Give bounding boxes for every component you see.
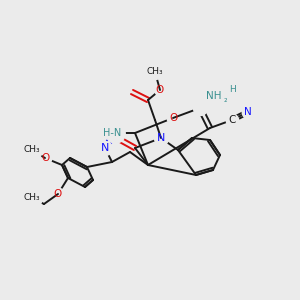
Text: CH₃: CH₃ xyxy=(24,146,40,154)
Text: O: O xyxy=(41,153,49,163)
Text: NH: NH xyxy=(206,91,222,101)
Text: N: N xyxy=(244,107,252,117)
Text: C: C xyxy=(228,115,236,125)
Text: CH₃: CH₃ xyxy=(24,194,40,202)
Text: O: O xyxy=(54,189,62,199)
Text: O: O xyxy=(169,113,177,123)
Text: CH₃: CH₃ xyxy=(147,68,163,76)
Text: N: N xyxy=(101,143,109,153)
Text: N: N xyxy=(157,133,165,143)
Text: O: O xyxy=(156,85,164,95)
Text: H-N: H-N xyxy=(103,128,121,138)
Text: ₂: ₂ xyxy=(223,95,227,104)
Text: H: H xyxy=(229,85,236,94)
